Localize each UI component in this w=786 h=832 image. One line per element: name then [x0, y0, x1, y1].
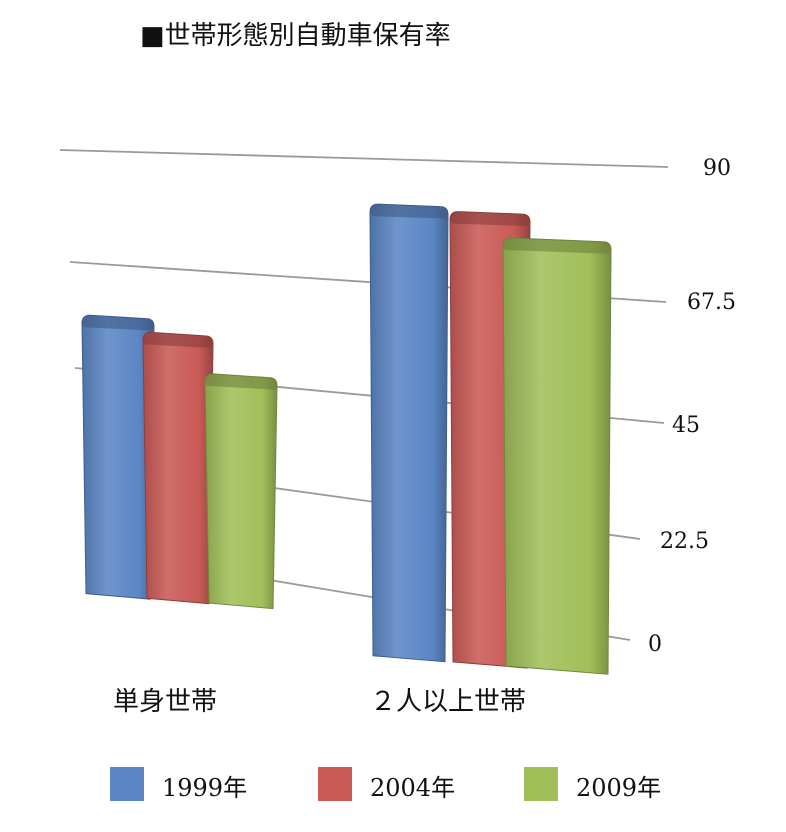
- y-tick-label: 67.5: [687, 290, 736, 315]
- bar-2009年-２人以上世帯: [502, 237, 612, 675]
- bar-top-edge: [205, 373, 277, 390]
- y-tick-label: 22.5: [660, 529, 709, 554]
- chart-title: ■世帯形態別自動車保有率: [140, 21, 451, 51]
- y-tick-label: 45: [672, 413, 700, 438]
- y-tick-label: 90: [703, 156, 731, 181]
- legend-swatch: [318, 767, 352, 801]
- bar-top-edge: [450, 211, 530, 227]
- category-labels: 単身世帯 ２人以上世帯: [113, 687, 526, 717]
- category-label: ２人以上世帯: [370, 687, 526, 717]
- y-tick-label: 0: [648, 632, 662, 657]
- bar-2009年-単身世帯: [204, 373, 278, 610]
- y-tick-labels: 90 67.5 45 22.5 0: [648, 156, 736, 657]
- legend-label: 2004年: [370, 774, 455, 802]
- legend-label: 2009年: [576, 774, 661, 802]
- legend-swatch: [110, 767, 144, 801]
- bar-top-edge: [370, 204, 448, 219]
- legend: 1999年 2004年 2009年: [110, 767, 661, 802]
- bars: [81, 203, 612, 675]
- legend-swatch: [524, 767, 558, 801]
- legend-label: 1999年: [162, 774, 247, 802]
- bar-2004年-単身世帯: [142, 331, 214, 605]
- bar-top-edge: [82, 315, 154, 331]
- bar-top-edge: [143, 332, 213, 348]
- category-label: 単身世帯: [113, 687, 217, 717]
- bar-1999年-２人以上世帯: [369, 203, 449, 663]
- bar-top-edge: [503, 238, 611, 254]
- gridline: [59, 149, 669, 168]
